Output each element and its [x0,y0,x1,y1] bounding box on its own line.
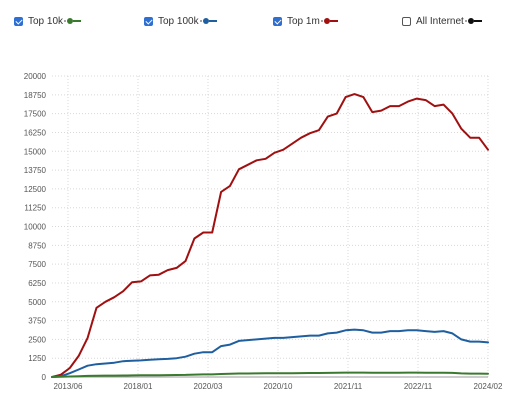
series-line-top-10k [51,371,489,378]
y-tick-label: 7500 [28,260,46,269]
y-tick-label: 10000 [24,223,47,232]
chart-legend: Top 10k Top 100k Top 1m All Internet [0,0,512,40]
x-tick-label: 2020/03 [194,382,223,391]
y-tick-label: 3750 [28,317,46,326]
x-tick-label: 2020/10 [264,382,293,391]
chart-grid [52,75,489,378]
series-swatch-icon [320,17,338,25]
y-axis: 0 1250 2500 3750 5000 6250 7500 8750 10000 11250 1… [24,72,47,382]
legend-item-top-1m[interactable]: Top 1m [273,14,338,28]
legend-item-top-100k[interactable]: Top 100k [144,14,217,28]
chart-series [51,93,489,378]
legend-item-all-internet[interactable]: All Internet [402,14,482,28]
checkbox-top-100k[interactable] [144,16,153,26]
checkbox-top-1m[interactable] [273,16,282,26]
y-tick-label: 5000 [28,298,46,307]
series-swatch-icon [64,17,82,25]
y-tick-label: 6250 [28,279,46,288]
checkbox-all-internet[interactable] [402,16,411,26]
y-tick-label: 17500 [24,110,47,119]
x-tick-label: 2022/11 [404,382,433,391]
y-tick-label: 15000 [24,147,47,156]
y-tick-label: 12500 [24,185,47,194]
y-tick-label: 11250 [24,204,46,213]
y-tick-label: 18750 [24,91,47,100]
legend-item-top-10k[interactable]: Top 10k [14,14,82,28]
legend-label-top-100k: Top 100k [158,15,199,27]
x-axis: 2013/06 2018/01 2020/03 2020/10 2021/11 2022/… [52,376,503,391]
series-swatch-icon [464,17,482,25]
checkbox-top-10k[interactable] [14,16,23,26]
y-tick-label: 20000 [24,72,47,81]
x-tick-label: 2018/01 [124,382,153,391]
y-tick-label: 1250 [28,354,46,363]
x-tick-label: 2021/11 [334,382,363,391]
series-swatch-icon [199,17,217,25]
y-tick-label: 2500 [28,335,46,344]
y-tick-label: 16250 [24,128,47,137]
y-tick-label: 13750 [24,166,47,175]
series-line-top-100k [51,328,489,378]
y-tick-label: 8750 [28,241,46,250]
series-line-top-1m [51,93,489,378]
y-tick-label: 0 [42,373,47,382]
legend-label-all-internet: All Internet [416,15,464,27]
legend-label-top-1m: Top 1m [287,15,320,27]
x-tick-label: 2013/06 [54,382,83,391]
x-tick-label: 2024/02 [474,382,503,391]
legend-label-top-10k: Top 10k [28,15,64,27]
